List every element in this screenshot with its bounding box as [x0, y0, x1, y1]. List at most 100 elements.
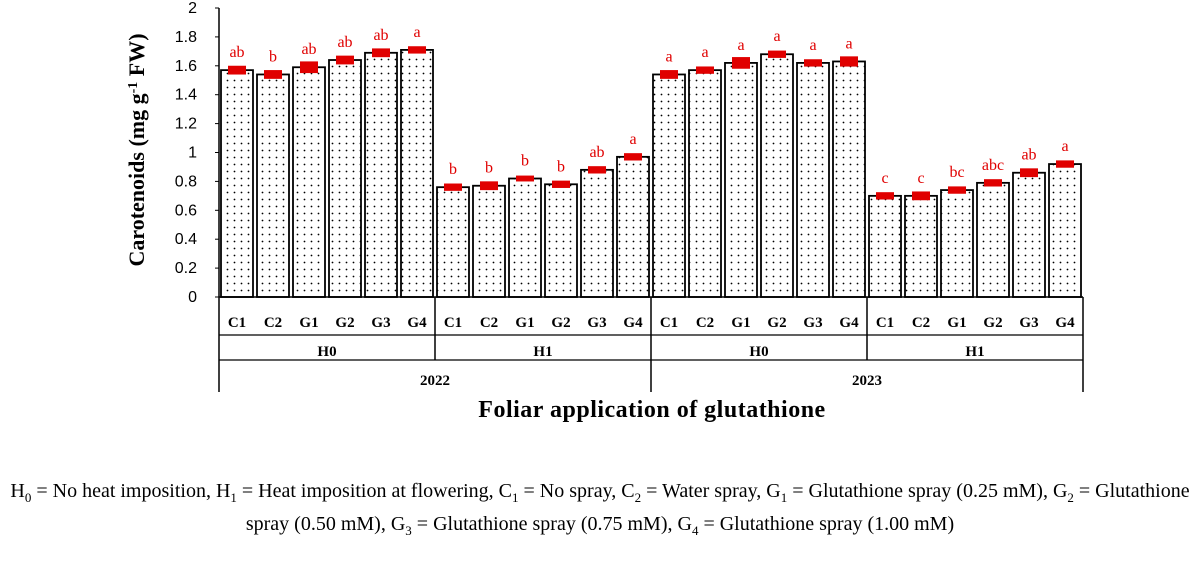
- x-year-label: 2023: [852, 373, 882, 389]
- caption-segment: = Water spray, G: [641, 480, 781, 502]
- bar: [796, 62, 830, 298]
- significance-letter: bc: [949, 164, 964, 181]
- significance-letter: a: [773, 28, 780, 45]
- bar: [688, 69, 722, 298]
- error-bar: [444, 183, 462, 191]
- significance-letter: a: [629, 131, 636, 148]
- y-axis: 0 0.2 0.4 0.6 0.8 1 1.2 1.4 1.6 1.8 2: [175, 0, 220, 306]
- error-bar: [480, 181, 498, 191]
- error-bar: [300, 61, 318, 74]
- caption-segment: 4: [691, 523, 699, 538]
- y-tick-label: 0.2: [175, 260, 197, 277]
- bar: [436, 186, 470, 298]
- error-bar: [408, 46, 426, 54]
- significance-letter: b: [485, 160, 493, 177]
- error-bar: [732, 57, 750, 69]
- significance-letter: b: [557, 158, 565, 175]
- x-category-label: C2: [696, 315, 714, 331]
- y-axis-label-tail: FW): [124, 33, 149, 81]
- x-axis-label: Foliar application of glutathione: [478, 397, 825, 423]
- y-tick-label: 0: [188, 289, 197, 306]
- error-bar: [696, 66, 714, 74]
- bar: [544, 183, 578, 298]
- y-tick-label: 1.8: [175, 29, 197, 46]
- significance-letter: a: [809, 37, 816, 54]
- error-bar: [624, 153, 642, 161]
- caption-segment: = Glutathione spray (0.50 mM), G: [245, 480, 1190, 535]
- significance-letter: c: [917, 170, 924, 187]
- bar: [364, 51, 398, 298]
- error-bar: [804, 59, 822, 67]
- x-category-label: G3: [1019, 315, 1038, 331]
- x-category-label: C2: [480, 315, 498, 331]
- x-category-label: G4: [839, 315, 859, 331]
- bar: [832, 60, 866, 298]
- x-category-label: G3: [587, 315, 606, 331]
- significance-letter: ab: [373, 27, 388, 44]
- error-bar: [876, 192, 894, 200]
- caption-segment: 2: [634, 490, 642, 505]
- x-category-label: C1: [876, 315, 894, 331]
- bar: [328, 59, 362, 298]
- error-bar: [768, 50, 786, 58]
- error-bar: [588, 166, 606, 174]
- significance-letter: ab: [229, 44, 244, 61]
- x-category-label: C1: [444, 315, 462, 331]
- x-category-label: C1: [228, 315, 246, 331]
- bar: [940, 189, 974, 298]
- error-bar: [948, 186, 966, 194]
- caption-segment: 3: [405, 523, 412, 538]
- bar: [868, 194, 902, 298]
- error-bar: [1020, 168, 1038, 178]
- y-tick-label: 0.8: [175, 173, 197, 190]
- y-tick-label: 0.4: [175, 231, 197, 248]
- x-category-label: G4: [1055, 315, 1075, 331]
- significance-letter: ab: [1021, 147, 1036, 164]
- figure-caption: H0 = No heat imposition, H1 = Heat impos…: [0, 478, 1200, 544]
- x-category-label: G3: [371, 315, 390, 331]
- bar: [580, 168, 614, 298]
- significance-letter: a: [665, 48, 672, 65]
- caption-segment: = No spray, C: [518, 480, 635, 502]
- error-bar: [228, 65, 246, 75]
- y-axis-label: Carotenoids (mg g-1 FW): [124, 33, 149, 266]
- significance-letter: b: [269, 48, 277, 65]
- x-axis: C1 C2 G1 G2 G3 G4 H0 C1 C2 G1 G2 G3 G4 H1 2022 C1 C2 G1 G2…: [218, 296, 1084, 392]
- x-category-label: G1: [299, 315, 318, 331]
- caption-segment: 1: [512, 490, 519, 505]
- x-category-label: G1: [731, 315, 750, 331]
- significance-letter: a: [737, 37, 744, 54]
- error-bar: [516, 175, 534, 182]
- caption-segment: = Glutathione spray (0.75 mM), G: [411, 513, 692, 535]
- y-tick-label: 1.4: [175, 87, 197, 104]
- bar: [760, 53, 794, 298]
- bar: [400, 49, 434, 298]
- significance-letter: ab: [589, 144, 604, 161]
- x-category-label: G2: [551, 315, 570, 331]
- caption-segment: 0: [24, 490, 32, 505]
- x-category-label: G1: [947, 315, 966, 331]
- caption-segment: = No heat imposition, H: [31, 480, 231, 502]
- significance-letter: a: [845, 35, 852, 52]
- x-year-label: 2022: [420, 373, 450, 389]
- y-tick-label: 1: [188, 145, 197, 162]
- error-bar: [264, 70, 282, 79]
- bar: [616, 155, 650, 298]
- significance-letter: ab: [337, 34, 352, 51]
- x-category-label: C1: [660, 315, 678, 331]
- caption-segment: = Heat imposition at flowering, C: [236, 480, 513, 502]
- error-bar: [336, 55, 354, 65]
- bar: [472, 184, 506, 298]
- bar: [1012, 171, 1046, 298]
- y-axis-label-main: Carotenoids (mg g: [124, 93, 149, 266]
- x-category-label: G1: [515, 315, 534, 331]
- significance-letter: a: [701, 44, 708, 61]
- caption-segment: 1: [780, 490, 788, 505]
- x-category-label: C2: [264, 315, 282, 331]
- significance-letter: b: [449, 161, 457, 178]
- bar: [508, 177, 542, 298]
- significance-letter: abc: [982, 157, 1004, 174]
- y-tick-label: 0.6: [175, 202, 197, 219]
- bar: [220, 69, 254, 298]
